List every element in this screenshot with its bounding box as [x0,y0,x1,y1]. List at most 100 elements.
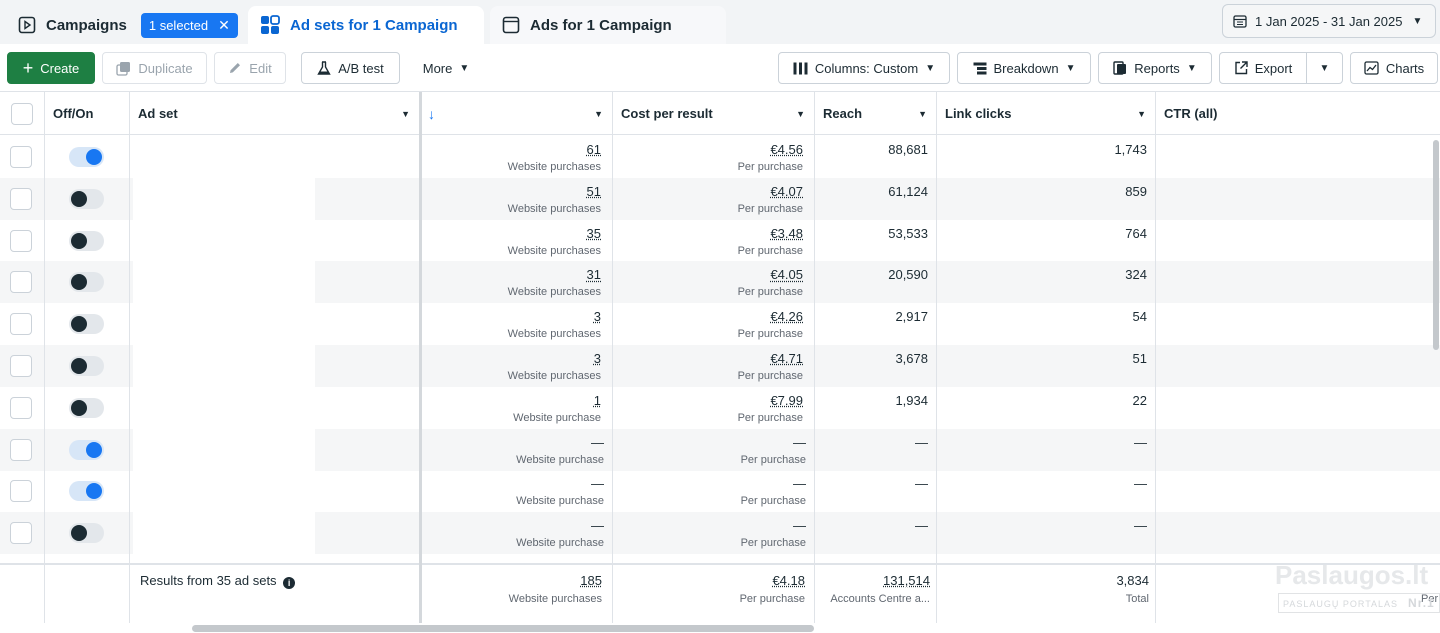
row-cost-label: Per purchase [740,495,806,508]
table-row[interactable]: 3 Website purchases €4.71 Per purchase 3,678… [0,345,1440,387]
row-cost-label: Per purchase [737,370,803,382]
toggle-knob [86,149,102,165]
delivery-toggle[interactable] [69,272,104,293]
ad-set-name-redacted [133,470,315,513]
tab-ads[interactable]: Ads for 1 Campaign [490,6,726,44]
export-options-button[interactable]: ▼ [1306,52,1343,84]
select-all-checkbox[interactable] [11,102,33,125]
row-reach: — [915,476,928,492]
table-row[interactable]: — Website purchase — Per purchase — — [0,428,1440,471]
row-results: — [591,518,604,534]
delivery-toggle[interactable] [69,356,104,376]
delivery-toggle[interactable] [69,147,104,167]
delivery-toggle[interactable] [69,439,104,460]
delivery-toggle[interactable] [69,230,104,251]
row-reach: — [915,434,928,450]
row-checkbox[interactable] [10,146,32,168]
column-off-on[interactable]: Off/On [44,92,129,135]
row-checkbox[interactable] [10,396,32,419]
row-results: 35 [586,225,601,241]
table-row[interactable]: 51 Website purchases €4.07 Per purchase 61,1… [0,177,1440,220]
tab-bar: Campaigns 1 selected ✕ Ad sets for 1 Cam… [0,0,1440,44]
tab-ad-sets[interactable]: Ad sets for 1 Campaign [248,6,484,44]
column-divider [44,92,45,623]
date-range-picker[interactable]: 1 Jan 2025 - 31 Jan 2025 ▼ [1222,4,1436,38]
row-reach: 2,917 [895,309,928,325]
table-row[interactable]: 31 Website purchases €4.05 Per purchase 20,5… [0,261,1440,304]
column-results[interactable]: ↓ ▼ [419,92,612,135]
export-icon [1234,61,1248,75]
delivery-toggle[interactable] [69,523,104,544]
campaigns-icon [18,16,36,34]
row-link-clicks: — [1134,518,1147,534]
breakdown-button[interactable]: Breakdown ▼ [957,52,1091,84]
delivery-toggle[interactable] [69,188,104,209]
tab-campaigns[interactable]: Campaigns 1 selected ✕ [6,6,244,44]
column-cost-per-result[interactable]: Cost per result ▼ [612,92,814,135]
horizontal-scrollbar[interactable] [192,625,814,632]
row-select-cell [10,480,32,522]
chevron-down-icon: ▼ [918,108,927,119]
row-cost-per-result: €3.48 [770,225,803,241]
delivery-toggle[interactable] [69,481,104,502]
duplicate-button[interactable]: Duplicate [102,52,207,84]
row-link-clicks: — [1134,476,1147,492]
chevron-down-icon: ▼ [1186,62,1197,74]
reports-button[interactable]: Reports ▼ [1098,52,1212,84]
row-results-label: Website purchase [516,537,604,550]
row-select-cell [10,229,32,272]
more-button[interactable]: More ▼ [410,52,482,84]
charts-button[interactable]: Charts [1350,52,1438,84]
row-checkbox[interactable] [10,438,32,461]
column-link-clicks[interactable]: Link clicks ▼ [936,92,1155,135]
edit-button[interactable]: Edit [214,52,286,84]
row-checkbox[interactable] [10,522,32,545]
vertical-scrollbar[interactable] [1433,140,1439,350]
frozen-column-divider[interactable] [419,92,422,623]
columns-button[interactable]: Columns: Custom ▼ [778,52,950,84]
selected-chip[interactable]: 1 selected ✕ [140,12,238,38]
table-row[interactable]: 61 Website purchases €4.56 Per purchase 88,6… [0,136,1440,178]
row-cost-per-result: €4.26 [770,309,803,325]
row-checkbox[interactable] [10,187,32,210]
row-cost-label: Per purchase [740,453,806,466]
row-checkbox[interactable] [10,355,32,377]
delivery-toggle[interactable] [69,397,104,418]
row-checkbox[interactable] [10,480,32,503]
footer-summary-label: Results from 35 ad sets [140,573,277,588]
sort-descending-icon: ↓ [428,105,435,122]
column-reach[interactable]: Reach ▼ [814,92,936,135]
table-row[interactable]: 3 Website purchases €4.26 Per purchase 2,917… [0,303,1440,346]
create-button[interactable]: + Create [7,52,95,84]
table-row[interactable]: 35 Website purchases €3.48 Per purchase 53,5… [0,219,1440,262]
ad-set-name-redacted [133,428,315,471]
row-checkbox[interactable] [10,271,32,294]
row-link-clicks: 51 [1132,351,1147,366]
row-checkbox[interactable] [10,229,32,252]
column-ad-set[interactable]: Ad set ▼ [129,92,419,135]
ab-test-button[interactable]: A/B test [301,52,400,84]
row-checkbox[interactable] [10,313,32,336]
duplicate-icon [116,61,131,76]
plus-icon: + [22,58,34,78]
clear-selection-icon[interactable]: ✕ [218,16,230,33]
row-link-clicks: 764 [1125,225,1147,241]
toggle-knob [71,399,87,416]
table-row[interactable]: — Website purchase — Per purchase — — [0,470,1440,513]
row-cost-label: Per purchase [737,286,803,299]
export-button[interactable]: Export [1219,52,1307,84]
table-row[interactable]: 1 Website purchase €7.99 Per purchase 1,934 2… [0,386,1440,429]
row-reach: 88,681 [888,142,928,157]
duplicate-button-label: Duplicate [138,60,193,76]
row-cost-label: Per purchase [737,411,803,424]
table-header: Off/On Ad set ▼ ↓ ▼ Cost per result ▼ Re… [0,92,1440,135]
row-cost-per-result: — [793,518,806,534]
row-link-clicks: — [1134,434,1147,450]
delivery-toggle[interactable] [69,314,104,335]
table-row[interactable]: — Website purchase — Per purchase — — [0,512,1440,555]
column-divider [612,92,613,623]
info-icon[interactable]: i [283,577,296,589]
column-ctr[interactable]: CTR (all) [1155,92,1440,135]
row-select-cell [10,271,32,313]
chevron-down-icon: ▼ [401,108,410,119]
